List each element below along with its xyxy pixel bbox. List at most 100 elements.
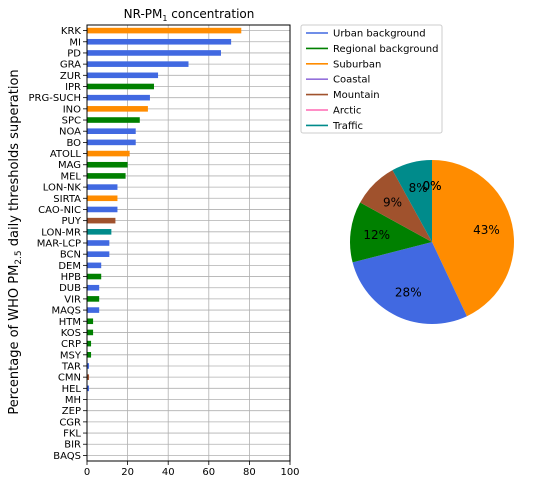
x-tick-label: 40	[162, 467, 175, 478]
legend-label: Suburban	[333, 59, 381, 70]
bar-mel	[87, 173, 126, 179]
bar-cao-nic	[87, 206, 118, 213]
bar-bo	[87, 139, 136, 146]
bar-cmn	[87, 374, 90, 380]
y-tick-label: BIR	[64, 440, 81, 451]
y-tick-label: MAR-LCP	[37, 239, 81, 250]
y-tick-label: BAQS	[53, 451, 81, 462]
y-tick-label: KRK	[61, 26, 82, 37]
legend-label: Urban background	[333, 29, 426, 40]
bar-crp	[87, 340, 92, 347]
y-tick-label: HEL	[62, 384, 82, 395]
y-tick-label: INO	[63, 104, 81, 115]
y-tick-label: BCN	[60, 250, 81, 261]
y-tick-label: DEM	[58, 261, 81, 272]
bar-noa	[87, 128, 136, 134]
bar-maqs	[87, 307, 100, 313]
y-tick-label: HPB	[61, 272, 82, 283]
y-tick-label: BO	[66, 138, 81, 149]
pie-slice-regional-background	[349, 202, 432, 263]
y-tick-label: MI	[69, 37, 81, 48]
y-tick-label: SIRTA	[53, 194, 81, 205]
y-tick-label: ATOLL	[50, 149, 82, 160]
y-tick-label: CAO-NIC	[38, 205, 81, 216]
y-tick-label: SPC	[62, 116, 81, 127]
y-tick-label: MH	[65, 395, 81, 406]
y-tick-label: GRA	[60, 60, 81, 71]
y-tick-label: PD	[67, 48, 81, 59]
y-tick-label: ZUR	[60, 71, 81, 82]
bar-hel	[87, 385, 90, 392]
pie-slice-urban-background	[352, 242, 467, 324]
y-tick-label: TAR	[61, 361, 81, 372]
bar-sirta	[87, 195, 118, 202]
bar-krk	[87, 27, 242, 34]
bar-dub	[87, 284, 100, 291]
y-tick-labels: KRKMIPDGRAZURIPRPRG-SUCHINOSPCNOABOATOLL…	[28, 26, 87, 462]
bar-dem	[87, 262, 102, 269]
x-tick-labels: 0 20 40 60 80 100	[84, 461, 300, 478]
bar-vir	[87, 296, 100, 302]
x-tick-label: 20	[121, 467, 134, 478]
y-tick-label: MSY	[60, 350, 82, 361]
bar-lon-nk	[87, 184, 118, 190]
x-tick-label: 60	[202, 467, 215, 478]
pie-chart: 43%28%12%9%8%0%0%	[349, 160, 514, 324]
pie-value-label: 9%	[383, 196, 402, 210]
pie-value-label: 0%	[422, 179, 441, 193]
bar-mar-lcp	[87, 240, 110, 246]
pie-slice-mountain	[360, 170, 432, 242]
legend: Urban background Regional background Subur…	[300, 24, 443, 134]
y-tick-label: HTM	[59, 317, 81, 328]
bar-atoll	[87, 150, 130, 157]
legend-label: Mountain	[333, 90, 380, 101]
bar-lon-mr	[87, 229, 112, 235]
y-tick-label: PUY	[62, 216, 82, 227]
y-tick-label: LON-MR	[41, 227, 81, 238]
bar-ino	[87, 106, 148, 112]
y-tick-label: CGR	[59, 417, 81, 428]
bar-puy	[87, 217, 116, 224]
y-tick-label: KOS	[61, 328, 81, 339]
x-tick-label: 100	[280, 467, 299, 478]
y-tick-label: MAG	[58, 160, 81, 171]
legend-label: Traffic	[332, 121, 363, 132]
bar-ipr	[87, 83, 154, 90]
y-tick-label: LON-NK	[43, 183, 82, 194]
bar-bcn	[87, 251, 110, 257]
pie-slice-suburban	[432, 160, 514, 317]
y-tick-label: NOA	[59, 127, 81, 138]
bar-chart-ylabel: Percentage of WHO PM2.5 daily thresholds…	[7, 69, 24, 414]
bar-mi	[87, 38, 232, 45]
pie-slice-traffic	[392, 160, 432, 242]
bar-hpb	[87, 273, 102, 280]
bar-chart-title: NR-PM1 concentration	[124, 7, 255, 23]
x-tick-label: 0	[84, 467, 90, 478]
y-tick-label: CMN	[58, 373, 81, 384]
bar-pd	[87, 50, 221, 56]
y-tick-label: MAQS	[51, 306, 81, 317]
bar-prg-such	[87, 94, 150, 101]
grid-layer	[86, 25, 291, 461]
bar-zur	[87, 72, 159, 79]
pie-value-label: 12%	[363, 228, 390, 242]
bar-kos	[87, 329, 94, 336]
bar-gra	[87, 61, 189, 67]
pie-value-label: 43%	[473, 223, 500, 237]
bar-msy	[87, 352, 92, 358]
y-tick-label: ZEP	[62, 406, 81, 417]
y-tick-label: MEL	[60, 171, 81, 182]
y-tick-label: DUB	[59, 283, 81, 294]
plot-frame	[86, 24, 291, 462]
bar-tar	[87, 363, 90, 369]
bar-spc	[87, 117, 140, 123]
y-tick-label: IPR	[65, 82, 81, 93]
pie-value-label: 0%	[422, 179, 441, 193]
y-tick-label: FKL	[63, 429, 81, 440]
bar-htm	[87, 318, 94, 325]
legend-label: Arctic	[333, 106, 361, 117]
y-tick-label: VIR	[64, 294, 81, 305]
pie-value-label: 28%	[395, 285, 422, 299]
pie-value-label: 8%	[409, 181, 428, 195]
